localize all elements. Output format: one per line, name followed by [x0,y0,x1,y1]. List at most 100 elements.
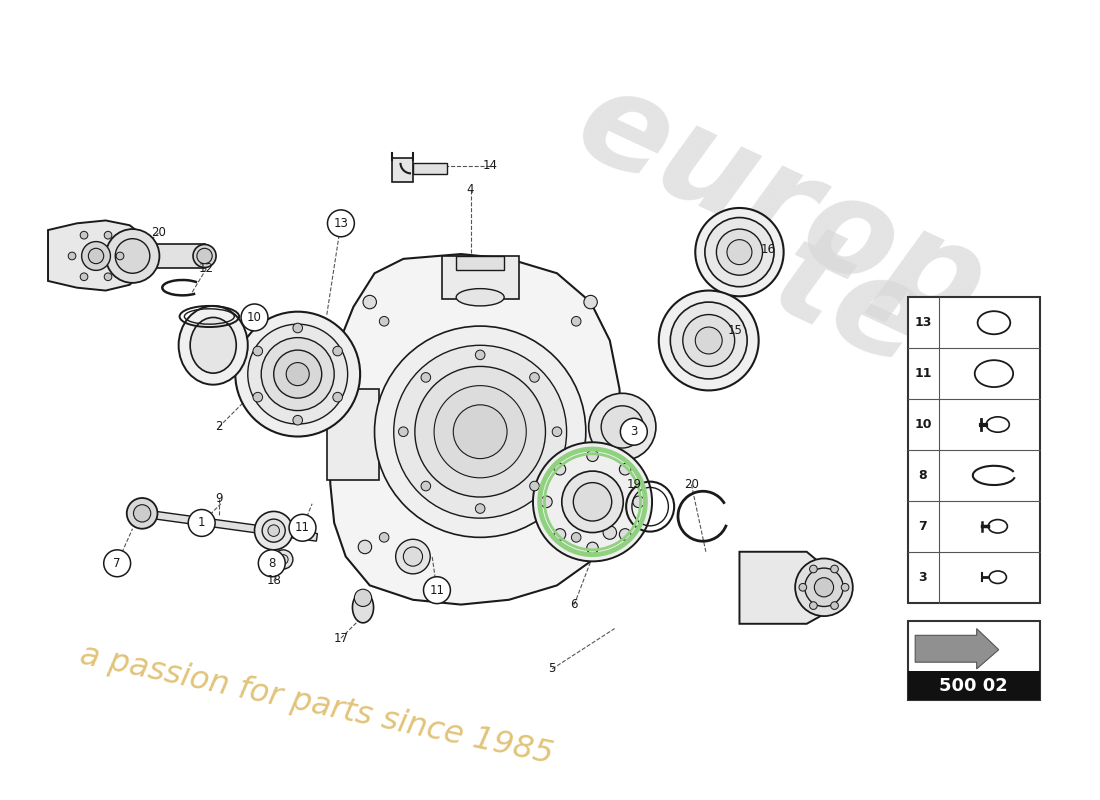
Circle shape [421,482,430,491]
Circle shape [396,539,430,574]
Circle shape [586,542,598,554]
Circle shape [80,273,88,281]
Circle shape [554,529,565,540]
Circle shape [354,590,372,606]
Circle shape [274,550,293,569]
Circle shape [278,554,288,564]
Circle shape [830,565,838,573]
Circle shape [415,366,546,497]
Ellipse shape [352,592,374,623]
Text: 18: 18 [266,574,282,587]
Circle shape [541,496,552,507]
Circle shape [133,505,151,522]
Ellipse shape [128,507,156,519]
Circle shape [293,323,303,333]
Circle shape [333,346,342,356]
Circle shape [453,405,507,458]
Text: 3: 3 [918,570,927,584]
Text: europ: europ [557,57,1004,355]
Circle shape [586,450,598,462]
Circle shape [333,392,342,402]
Circle shape [562,471,624,533]
Text: etes: etes [672,177,1016,427]
Text: 7: 7 [113,557,121,570]
Circle shape [434,386,526,478]
Circle shape [261,338,334,410]
Circle shape [799,583,806,591]
Text: 4: 4 [466,183,474,196]
Ellipse shape [197,248,212,264]
Circle shape [830,602,838,610]
Circle shape [398,427,408,437]
Polygon shape [142,510,318,541]
Text: 11: 11 [429,584,444,597]
Text: 11: 11 [295,522,310,534]
Circle shape [81,242,110,270]
Bar [908,671,1040,700]
Circle shape [88,248,103,264]
Circle shape [68,252,76,260]
Circle shape [254,511,293,550]
Circle shape [554,463,565,475]
Circle shape [683,314,735,366]
Circle shape [188,510,216,536]
Circle shape [126,498,157,529]
Bar [908,298,1040,602]
Text: 5: 5 [549,662,556,675]
Circle shape [262,519,285,542]
Circle shape [104,231,112,239]
Text: 16: 16 [761,242,776,256]
Circle shape [363,295,376,309]
Text: 13: 13 [914,316,932,330]
Text: 13: 13 [333,217,349,230]
Circle shape [620,418,647,445]
Circle shape [286,362,309,386]
Text: 20: 20 [151,226,166,239]
Text: 8: 8 [268,557,275,570]
Circle shape [475,504,485,514]
Circle shape [106,229,160,283]
Ellipse shape [456,289,504,306]
Circle shape [424,577,450,604]
Circle shape [248,324,348,424]
Circle shape [379,533,389,542]
Text: 15: 15 [727,324,742,338]
Circle shape [530,373,539,382]
Polygon shape [48,221,144,290]
Text: 14: 14 [482,159,497,172]
Circle shape [584,295,597,309]
Polygon shape [739,552,836,624]
Text: 20: 20 [684,478,699,491]
Circle shape [727,240,752,265]
Ellipse shape [178,306,248,385]
Circle shape [235,312,360,437]
Circle shape [805,568,844,606]
Circle shape [705,218,774,286]
Text: 10: 10 [914,418,932,431]
Circle shape [795,558,852,616]
Ellipse shape [190,318,236,373]
Circle shape [695,208,783,296]
Text: 500 02: 500 02 [939,678,1009,695]
Circle shape [602,406,644,448]
Circle shape [475,350,485,360]
Circle shape [632,496,645,507]
Bar [327,389,380,480]
Circle shape [619,529,631,540]
Circle shape [117,252,124,260]
Text: 3: 3 [630,426,638,438]
Circle shape [374,326,586,538]
Circle shape [379,317,389,326]
Text: 9: 9 [216,493,222,506]
Circle shape [328,210,354,237]
Circle shape [619,463,631,475]
Circle shape [274,350,321,398]
Circle shape [241,304,268,331]
Bar [142,245,205,267]
Circle shape [842,583,849,591]
Bar [908,621,1040,700]
Polygon shape [915,629,999,669]
Polygon shape [329,254,623,605]
Text: 19: 19 [626,478,641,491]
Circle shape [670,302,747,379]
